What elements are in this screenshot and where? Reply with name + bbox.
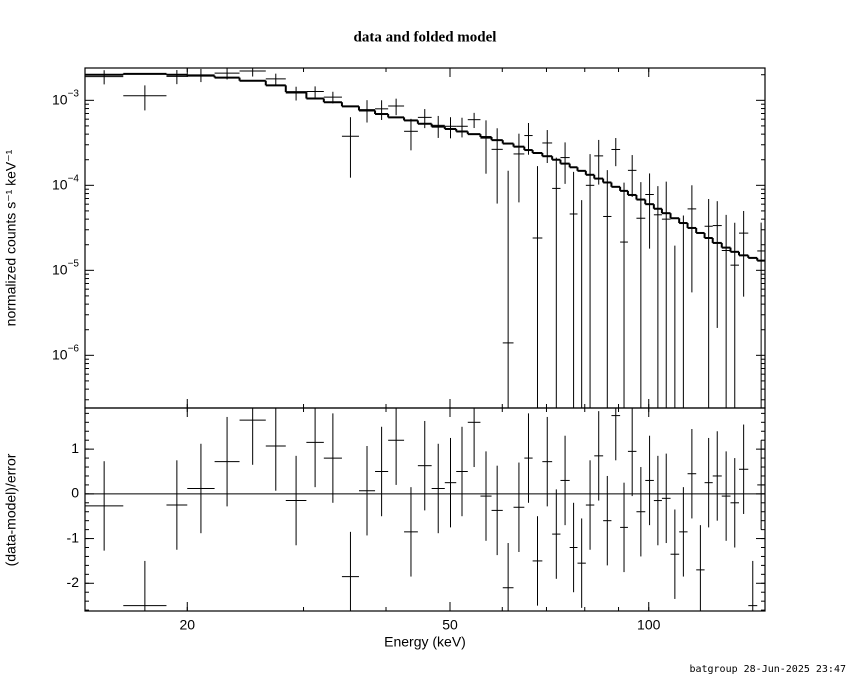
x-tick-label: 20 <box>179 617 195 633</box>
y-tick-label: -1 <box>67 529 80 545</box>
plot-frame <box>84 407 766 612</box>
y-tick-label: 10−6 <box>52 343 79 362</box>
x-tick-label: 50 <box>442 617 458 633</box>
footer: batgroup 28-Jun-2025 23:47 <box>689 664 846 675</box>
x-tick-label: 100 <box>637 617 661 633</box>
y-tick-label: 0 <box>71 485 79 501</box>
y-tick-label: 10−5 <box>52 258 79 277</box>
y-tick-label: 10−4 <box>52 173 79 192</box>
x-axis-label: Energy (keV) <box>384 634 466 650</box>
y-tick-label: -2 <box>67 574 80 590</box>
y-tick-label: 1 <box>71 440 79 456</box>
chart-title: data and folded model <box>354 29 497 45</box>
y-tick-label: 10−3 <box>52 88 79 107</box>
y-axis-label: normalized counts s⁻¹ keV⁻¹ <box>3 149 19 326</box>
y-axis-label: (data-model)/error <box>3 453 19 566</box>
